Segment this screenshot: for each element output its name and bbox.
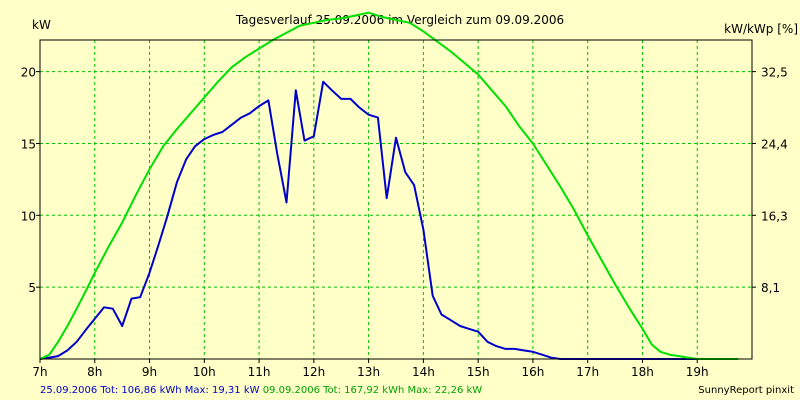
- footer-summary-part-0: 25.09.2006 Tot: 106,86 kWh Max: 19,31 kW: [40, 385, 260, 396]
- y-right-tick-label-1: 16,3: [761, 209, 788, 223]
- x-tick-label-1: 8h: [87, 365, 102, 379]
- y-right-tick-label-2: 24,4: [761, 137, 788, 151]
- x-tick-label-6: 13h: [357, 365, 380, 379]
- x-tick-label-9: 16h: [521, 365, 544, 379]
- y-left-tick-label-3: 20: [21, 66, 36, 80]
- series-layer: [39, 11, 739, 360]
- footer-credit: SunnyReport pinxit: [698, 385, 794, 396]
- footer-summary: 25.09.2006 Tot: 106,86 kWh Max: 19,31 kW…: [40, 385, 482, 396]
- x-tick-label-2: 9h: [142, 365, 157, 379]
- axes: [36, 39, 756, 363]
- plot-border: [39, 39, 753, 360]
- y-left-tick-label-2: 15: [21, 137, 36, 151]
- y-axis-right-label: kW/kWp [%]: [724, 22, 798, 36]
- x-tick-label-0: 7h: [32, 365, 47, 379]
- y-left-tick-label-0: 5: [28, 281, 36, 295]
- x-tick-label-8: 15h: [467, 365, 490, 379]
- x-tick-label-7: 14h: [412, 365, 435, 379]
- y-right-tick-label-0: 8,1: [761, 281, 780, 295]
- x-tick-label-3: 10h: [193, 365, 216, 379]
- series-line-1: [39, 11, 739, 360]
- grid: [40, 40, 752, 359]
- footer-summary-part-1: 09.09.2006 Tot: 167,92 kWh Max: 22,26 kW: [260, 385, 483, 396]
- x-tick-label-4: 11h: [248, 365, 271, 379]
- x-tick-label-11: 18h: [631, 365, 654, 379]
- x-tick-label-10: 17h: [576, 365, 599, 379]
- y-right-tick-label-3: 32,5: [761, 66, 788, 80]
- x-tick-label-12: 19h: [686, 365, 709, 379]
- y-axis-left-label: kW: [32, 18, 51, 32]
- y-left-tick-label-1: 10: [21, 209, 36, 223]
- x-tick-label-5: 12h: [302, 365, 325, 379]
- tick-labels: 7h 8h 9h 10h 11h 12h 13h 14h 15h 16h 17h 18h 19h 5 10 1…: [21, 66, 788, 379]
